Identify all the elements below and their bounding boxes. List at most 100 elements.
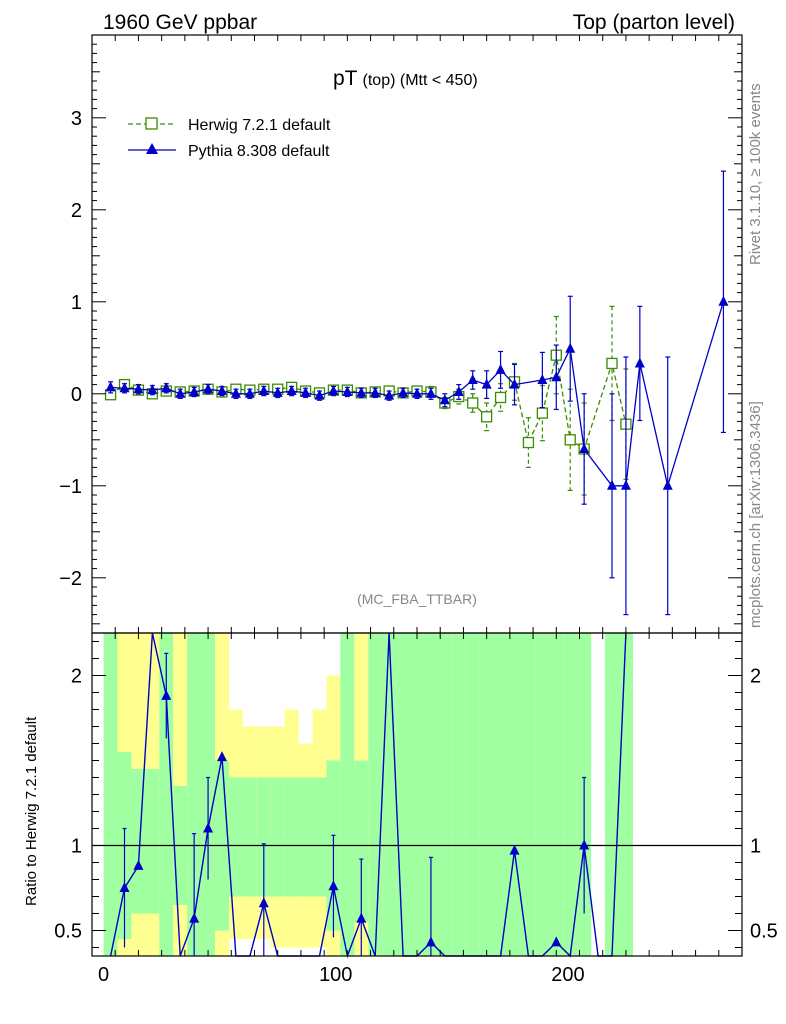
series-1-point-18 <box>356 386 367 397</box>
series-1-point-3 <box>147 384 158 395</box>
series-1-point-24 <box>439 394 450 405</box>
ratio-point-4 <box>161 689 172 700</box>
series-1-point-5 <box>175 387 186 398</box>
series-1-point-12 <box>272 386 283 397</box>
green-band-22 <box>410 633 424 956</box>
series-1-point-28 <box>495 363 506 374</box>
ratio-point-1 <box>119 882 130 892</box>
ratio-point-29 <box>509 844 520 855</box>
green-band-17 <box>340 633 355 956</box>
series-1-point-1 <box>119 382 130 393</box>
legend-pythia-marker <box>146 143 158 154</box>
green-band-28 <box>493 633 508 956</box>
green-band-0 <box>103 633 118 956</box>
green-band-20 <box>382 633 397 956</box>
ratio-bands <box>103 633 633 956</box>
chart-title-sub: (top) (Mtt < 450) <box>363 72 478 89</box>
series-0-point-35 <box>606 357 618 370</box>
green-band-33 <box>563 633 578 956</box>
green-band-30 <box>521 633 536 956</box>
ratio-ytick-label-left: 1 <box>71 836 82 858</box>
green-band-31 <box>535 633 550 956</box>
series-1-point-31 <box>551 371 562 382</box>
ratio-ytick-label-right: 0.5 <box>750 921 778 943</box>
green-band-15 <box>312 777 327 897</box>
ratio-point-34 <box>579 839 590 850</box>
ratio-point-18 <box>356 912 367 923</box>
watermark: (MC_FBA_TTBAR) <box>357 591 477 607</box>
green-band-18 <box>354 760 369 922</box>
main-ytick-label: 1 <box>71 292 82 314</box>
frames <box>91 34 743 957</box>
series-0-line <box>110 355 627 451</box>
header-right: Top (parton level) <box>573 11 735 34</box>
ratio-point-6 <box>189 912 200 923</box>
green-band-24 <box>437 633 452 956</box>
series-1-point-0 <box>105 381 116 392</box>
green-band-11 <box>256 777 271 897</box>
series-1-point-9 <box>230 387 241 398</box>
series-1-point-34 <box>607 479 617 490</box>
ratio-point-32 <box>551 936 562 947</box>
xtick-label: 100 <box>319 964 352 986</box>
legend: Herwig 7.2.1 default Pythia 8.308 defaul… <box>128 117 331 160</box>
series-1-point-21 <box>398 386 409 397</box>
ratio-ytick-label-left: 0.5 <box>54 921 82 943</box>
green-band-19 <box>368 633 383 956</box>
green-band-6 <box>187 633 202 956</box>
series-1-point-6 <box>189 385 200 396</box>
legend-herwig-marker <box>145 117 158 130</box>
series-0-point-26 <box>467 397 479 409</box>
green-band-4 <box>159 633 174 956</box>
green-band-32 <box>549 633 564 956</box>
series-1-point-11 <box>258 385 269 396</box>
xtick-label: 0 <box>98 964 109 986</box>
series-0-point-30 <box>522 436 535 449</box>
ratio-point-7 <box>203 822 214 833</box>
ratio-point-8 <box>217 751 227 762</box>
ratio-ytick-label-right: 1 <box>750 836 761 858</box>
main-series <box>104 170 729 616</box>
ratio-lines <box>92 632 742 959</box>
rivet-label: Rivet 3.1.10, ≥ 100k events <box>747 83 764 265</box>
ratio-point-16 <box>328 880 339 891</box>
series-1-point-7 <box>203 383 214 394</box>
green-band-36 <box>618 633 633 956</box>
header-left: 1960 GeV ppbar <box>103 11 257 34</box>
ratio-point-11 <box>258 897 269 908</box>
green-band-25 <box>451 633 466 956</box>
green-band-23 <box>423 633 438 956</box>
ratio-point-2 <box>133 859 144 870</box>
legend-pythia-label: Pythia 8.308 default <box>188 143 330 160</box>
green-band-29 <box>507 633 522 956</box>
ratio-point-23 <box>425 936 436 947</box>
series-1-point-15 <box>314 389 325 400</box>
series-1-point-17 <box>342 385 353 396</box>
series-1-point-32 <box>565 342 576 353</box>
chart-title-main: pT <box>333 67 358 90</box>
green-band-35 <box>605 633 619 956</box>
main-ytick-label: −2 <box>59 568 82 590</box>
series-1-point-8 <box>217 385 227 396</box>
series-1-point-2 <box>133 383 144 394</box>
main-ytick-label: 2 <box>71 200 82 222</box>
series-1-point-22 <box>412 387 422 398</box>
series-1-point-26 <box>467 374 478 384</box>
green-band-14 <box>298 777 313 897</box>
legend-herwig-label: Herwig 7.2.1 default <box>188 117 331 134</box>
series-1-point-10 <box>244 387 255 398</box>
series-0-point-31 <box>536 407 549 419</box>
series-1-point-20 <box>384 389 395 400</box>
green-band-26 <box>465 633 480 956</box>
series-1-point-33 <box>579 443 590 453</box>
green-band-27 <box>479 633 494 956</box>
series-1-point-29 <box>509 378 520 389</box>
series-1-point-35 <box>620 479 631 490</box>
tick-labels: −2 −1 0 1 2 3 0 100 200 0.5 0.5 1 1 2 2 <box>54 108 778 986</box>
ratio-ytick-label-left: 2 <box>71 666 82 688</box>
main-ytick-label: 3 <box>71 108 82 130</box>
series-1-point-25 <box>453 385 464 396</box>
series-1-point-37 <box>662 479 673 490</box>
green-band-9 <box>228 777 243 897</box>
